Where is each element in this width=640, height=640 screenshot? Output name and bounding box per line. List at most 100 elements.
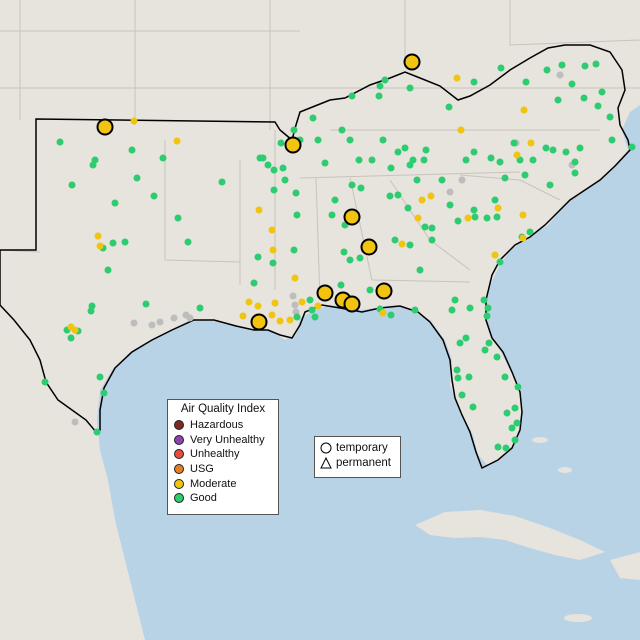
monitor-marker-good[interactable] — [522, 78, 530, 86]
monitor-marker-good[interactable] — [606, 113, 614, 121]
monitor-marker-good[interactable] — [483, 214, 491, 222]
monitor-marker-good[interactable] — [184, 238, 192, 246]
monitor-marker-good[interactable] — [269, 259, 277, 267]
monitor-marker-good[interactable] — [598, 88, 606, 96]
monitor-marker-good[interactable] — [277, 139, 285, 147]
monitor-marker-no-data[interactable] — [289, 292, 297, 300]
monitor-marker-good[interactable] — [264, 161, 272, 169]
monitor-marker-good[interactable] — [546, 181, 554, 189]
monitor-marker-good[interactable] — [513, 419, 521, 427]
monitor-marker-good[interactable] — [381, 76, 389, 84]
monitor-marker-no-data[interactable] — [291, 301, 299, 309]
monitor-marker-moderate[interactable] — [520, 106, 528, 114]
temporary-monitor-moderate[interactable] — [250, 313, 268, 331]
monitor-marker-good[interactable] — [526, 228, 534, 236]
monitor-marker-no-data[interactable] — [130, 319, 138, 327]
monitor-marker-good[interactable] — [159, 154, 167, 162]
monitor-marker-good[interactable] — [111, 199, 119, 207]
monitor-marker-good[interactable] — [394, 191, 402, 199]
monitor-marker-good[interactable] — [100, 389, 108, 397]
monitor-marker-good[interactable] — [348, 181, 356, 189]
monitor-marker-no-data[interactable] — [186, 314, 194, 322]
temporary-monitor-moderate[interactable] — [284, 136, 302, 154]
monitor-marker-good[interactable] — [470, 148, 478, 156]
monitor-marker-good[interactable] — [594, 102, 602, 110]
monitor-marker-good[interactable] — [462, 334, 470, 342]
temporary-monitor-moderate[interactable] — [96, 118, 114, 136]
monitor-marker-good[interactable] — [466, 304, 474, 312]
temporary-monitor-moderate[interactable] — [343, 208, 361, 226]
monitor-marker-moderate[interactable] — [173, 137, 181, 145]
monitor-marker-moderate[interactable] — [254, 302, 262, 310]
monitor-marker-good[interactable] — [420, 156, 428, 164]
monitor-marker-good[interactable] — [376, 82, 384, 90]
monitor-marker-good[interactable] — [428, 236, 436, 244]
monitor-marker-moderate[interactable] — [527, 139, 535, 147]
monitor-marker-good[interactable] — [331, 196, 339, 204]
monitor-marker-moderate[interactable] — [314, 302, 322, 310]
monitor-marker-no-data[interactable] — [556, 71, 564, 79]
monitor-marker-good[interactable] — [571, 169, 579, 177]
monitor-marker-good[interactable] — [133, 174, 141, 182]
monitor-marker-good[interactable] — [387, 164, 395, 172]
monitor-marker-good[interactable] — [576, 144, 584, 152]
monitor-marker-good[interactable] — [462, 156, 470, 164]
monitor-marker-good[interactable] — [386, 192, 394, 200]
monitor-marker-moderate[interactable] — [271, 299, 279, 307]
monitor-marker-good[interactable] — [628, 143, 636, 151]
monitor-marker-moderate[interactable] — [245, 298, 253, 306]
monitor-marker-moderate[interactable] — [286, 316, 294, 324]
monitor-marker-good[interactable] — [554, 96, 562, 104]
monitor-marker-good[interactable] — [608, 136, 616, 144]
monitor-marker-good[interactable] — [454, 374, 462, 382]
monitor-marker-good[interactable] — [487, 154, 495, 162]
monitor-marker-good[interactable] — [87, 307, 95, 315]
monitor-marker-good[interactable] — [496, 158, 504, 166]
monitor-marker-good[interactable] — [348, 92, 356, 100]
monitor-marker-moderate[interactable] — [519, 211, 527, 219]
monitor-marker-good[interactable] — [511, 404, 519, 412]
monitor-marker-good[interactable] — [448, 306, 456, 314]
monitor-marker-good[interactable] — [502, 444, 510, 452]
monitor-marker-good[interactable] — [510, 139, 518, 147]
monitor-marker-good[interactable] — [508, 424, 516, 432]
monitor-marker-good[interactable] — [465, 373, 473, 381]
monitor-marker-good[interactable] — [416, 266, 424, 274]
monitor-marker-good[interactable] — [514, 383, 522, 391]
monitor-marker-good[interactable] — [493, 213, 501, 221]
monitor-marker-good[interactable] — [293, 211, 301, 219]
monitor-marker-moderate[interactable] — [398, 240, 406, 248]
temporary-monitor-moderate[interactable] — [375, 282, 393, 300]
monitor-marker-good[interactable] — [93, 428, 101, 436]
monitor-marker-good[interactable] — [491, 196, 499, 204]
monitor-marker-good[interactable] — [485, 339, 493, 347]
monitor-marker-good[interactable] — [406, 84, 414, 92]
monitor-marker-good[interactable] — [254, 253, 262, 261]
monitor-marker-good[interactable] — [497, 64, 505, 72]
monitor-marker-good[interactable] — [309, 114, 317, 122]
monitor-marker-good[interactable] — [379, 136, 387, 144]
monitor-marker-good[interactable] — [56, 138, 64, 146]
monitor-marker-good[interactable] — [394, 148, 402, 156]
monitor-marker-good[interactable] — [41, 378, 49, 386]
monitor-marker-good[interactable] — [355, 156, 363, 164]
monitor-marker-good[interactable] — [270, 166, 278, 174]
monitor-marker-good[interactable] — [592, 60, 600, 68]
monitor-marker-moderate[interactable] — [291, 274, 299, 282]
monitor-marker-good[interactable] — [279, 164, 287, 172]
monitor-marker-good[interactable] — [68, 181, 76, 189]
monitor-marker-good[interactable] — [480, 296, 488, 304]
monitor-marker-good[interactable] — [501, 174, 509, 182]
monitor-marker-good[interactable] — [503, 409, 511, 417]
monitor-marker-good[interactable] — [529, 156, 537, 164]
monitor-marker-good[interactable] — [391, 236, 399, 244]
monitor-marker-good[interactable] — [306, 296, 314, 304]
monitor-marker-good[interactable] — [142, 300, 150, 308]
monitor-marker-good[interactable] — [562, 148, 570, 156]
monitor-marker-good[interactable] — [290, 246, 298, 254]
monitor-marker-moderate[interactable] — [268, 311, 276, 319]
monitor-marker-good[interactable] — [321, 159, 329, 167]
monitor-marker-moderate[interactable] — [71, 326, 79, 334]
monitor-marker-good[interactable] — [421, 223, 429, 231]
